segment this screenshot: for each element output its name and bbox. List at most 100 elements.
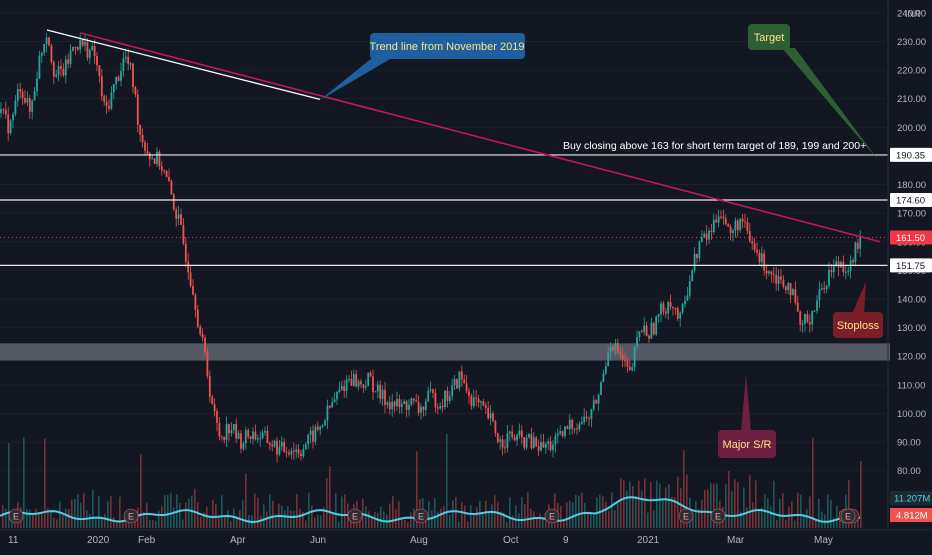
volume-bar <box>770 506 772 528</box>
volume-bar <box>173 507 175 528</box>
candle-body <box>264 430 266 433</box>
volume-bar <box>695 501 697 528</box>
candle-body <box>592 400 595 410</box>
candle-body <box>367 372 370 387</box>
candle-body <box>525 437 528 448</box>
candle-body <box>621 354 624 361</box>
volume-bar <box>680 488 682 528</box>
candle-body <box>576 428 578 430</box>
volume-bar <box>668 484 670 528</box>
candle-body <box>350 379 353 386</box>
candle-body <box>489 413 492 419</box>
candle-body <box>520 430 523 438</box>
candle-body <box>69 50 72 64</box>
candle-body <box>669 302 672 307</box>
volume-bar <box>500 511 502 528</box>
candle-body <box>842 261 845 273</box>
volume-bar <box>851 518 853 528</box>
candle-body <box>600 381 602 395</box>
candle-body <box>698 242 701 259</box>
volume-bar <box>656 480 658 528</box>
candle-body <box>201 334 204 338</box>
candle-body <box>376 384 379 392</box>
volume-bar <box>326 478 328 528</box>
candle-body <box>782 279 785 287</box>
y-tick-label: 240.00 <box>897 8 926 19</box>
candle-body <box>199 326 202 335</box>
candle-body <box>736 220 739 231</box>
volume-bar <box>242 500 244 528</box>
y-tick-label: 80.00 <box>897 466 921 477</box>
candle-body <box>804 313 806 324</box>
volume-bar <box>185 502 187 528</box>
volume-bar <box>665 487 667 528</box>
candle-body <box>74 46 77 48</box>
volume-bar <box>800 494 802 528</box>
level-label-box <box>890 193 932 207</box>
candle-body <box>832 266 835 272</box>
candle-body <box>835 261 838 267</box>
candle-body <box>364 386 367 388</box>
y-tick-label: 110.00 <box>897 380 925 391</box>
candle-body <box>177 214 180 219</box>
volume-bar <box>497 501 499 528</box>
volume-bar <box>77 494 79 528</box>
volume-bar <box>575 494 577 528</box>
candle-body <box>768 271 770 274</box>
candle-body <box>765 270 768 274</box>
level-label: 151.75 <box>896 261 925 272</box>
candle-body <box>602 373 605 382</box>
candle-body <box>309 430 312 435</box>
volume-bar <box>473 514 475 528</box>
candle-body <box>381 389 384 399</box>
candle-body <box>417 401 420 413</box>
volume-bar <box>161 506 163 528</box>
candle-body <box>300 453 302 457</box>
candle-body <box>643 325 646 333</box>
candle-body <box>568 419 571 430</box>
volume-bar <box>404 519 406 528</box>
earnings-marker <box>347 508 363 524</box>
volume-bar <box>635 496 637 528</box>
volume-bar <box>272 500 274 528</box>
candle-body <box>91 46 94 51</box>
volume-bar <box>623 480 625 528</box>
volume-bar <box>440 508 442 528</box>
volume-bar <box>308 492 310 528</box>
candle-body <box>823 288 826 290</box>
volume-bar <box>56 519 58 528</box>
volume-bar <box>842 521 844 528</box>
volume-label: 4.812M <box>896 511 928 522</box>
candle-body <box>544 444 547 448</box>
candle-body <box>160 166 163 171</box>
volume-bar <box>32 513 34 528</box>
candle-body <box>163 170 166 172</box>
volume-bar <box>542 518 544 528</box>
level-label: 174.60 <box>896 196 925 207</box>
volume-bar <box>164 495 166 528</box>
candle-body <box>62 68 65 76</box>
candle-body <box>230 430 233 434</box>
candle-body <box>280 441 283 447</box>
stoploss-callout-pointer <box>852 282 866 314</box>
candle-body <box>597 394 600 404</box>
candle-body <box>372 376 374 392</box>
volume-bar <box>626 490 628 528</box>
volume-bar <box>29 509 31 528</box>
candle-body <box>84 42 86 46</box>
candle-body <box>789 283 792 296</box>
candle-body <box>636 337 638 347</box>
candle-body <box>847 271 850 273</box>
candle-body <box>470 395 473 406</box>
candle-body <box>578 424 581 430</box>
candle-body <box>585 416 588 419</box>
volume-bar <box>395 509 397 528</box>
candle-body <box>460 371 463 380</box>
candle-body <box>700 237 703 243</box>
volume-bar <box>359 518 361 528</box>
volume-bar <box>536 517 538 528</box>
candle-body <box>796 302 799 312</box>
last-price-label-box <box>890 230 932 245</box>
volume-bar <box>263 504 265 528</box>
candle-body <box>748 231 751 241</box>
